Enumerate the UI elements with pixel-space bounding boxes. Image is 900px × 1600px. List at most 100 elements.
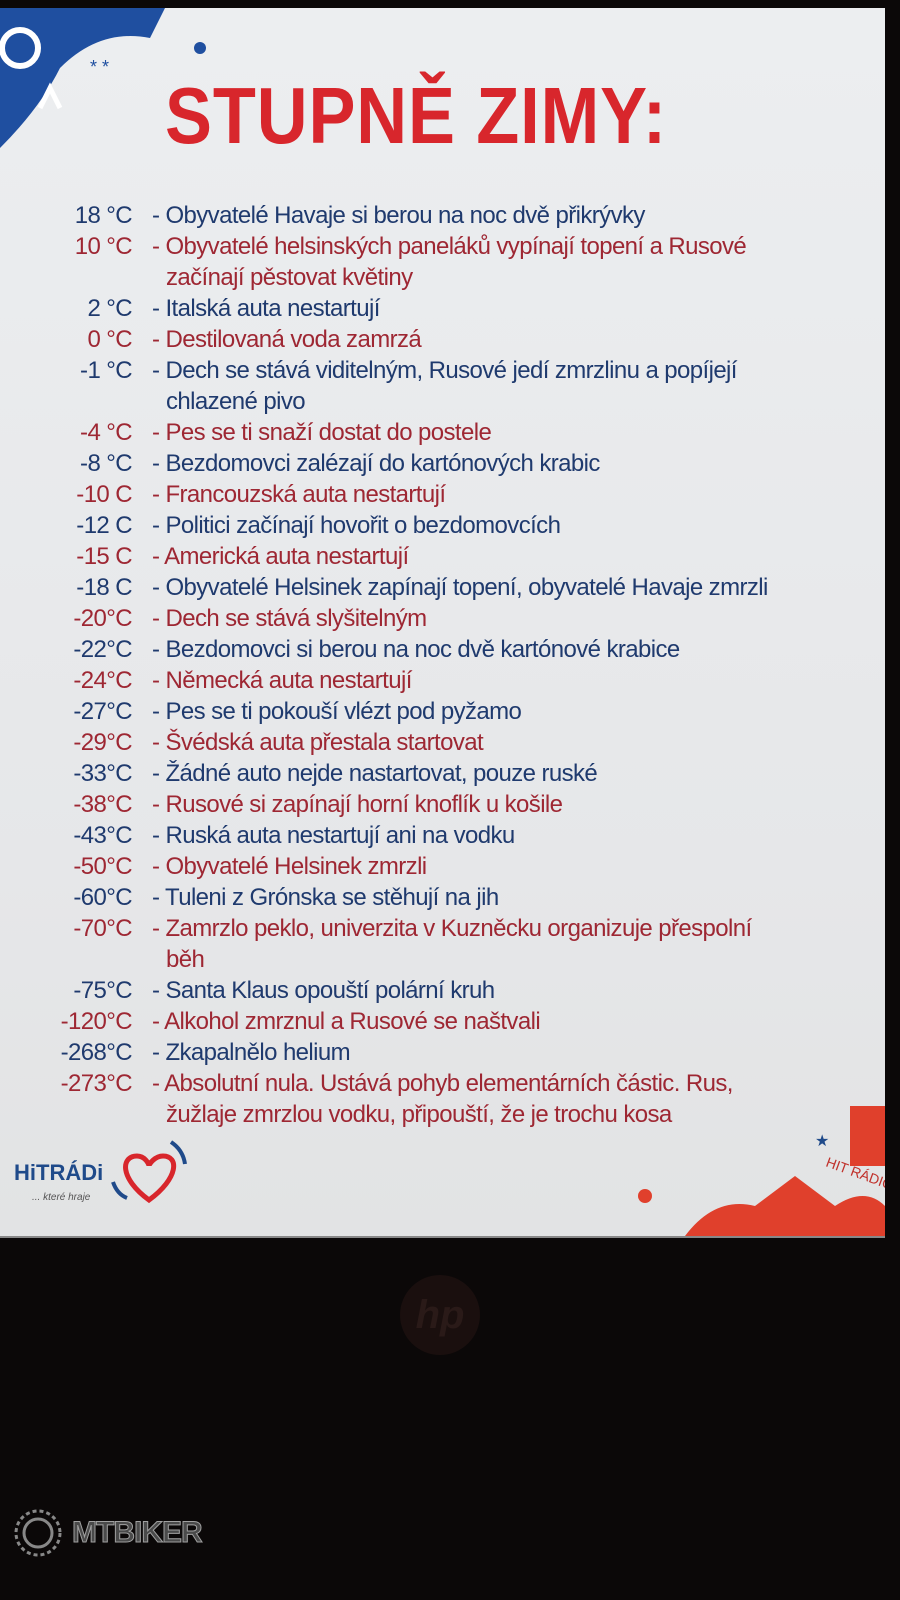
list-item: -29°C - Švédská auta přestala startovat	[20, 727, 880, 758]
description: - Destilovaná voda zamrzá	[152, 324, 422, 355]
list-item: -70°C - Zamrzlo peklo, univerzita v Kuzně…	[20, 913, 880, 975]
description: - Bezdomovci zalézají do kartónových kra…	[152, 448, 600, 479]
list-item: -8 °C - Bezdomovci zalézají do kartónovýc…	[20, 448, 880, 479]
description: - Švédská auta přestala startovat	[152, 727, 484, 758]
temperature: -70°C	[73, 915, 132, 942]
description-line: - Německá auta nestartují	[152, 667, 412, 694]
description: - Zamrzlo peklo, univerzita v Kuzněcku o…	[152, 913, 752, 975]
description-line: - Obyvatelé Helsinek zapínají topení, ob…	[152, 574, 768, 601]
list-item: -18 C - Obyvatelé Helsinek zapínají topen…	[20, 572, 880, 603]
temperature-list: 18 °C - Obyvatelé Havaje si berou na noc …	[20, 200, 880, 1130]
list-item: -268°C - Zkapalnělo helium	[20, 1037, 880, 1068]
temperature: -50°C	[73, 853, 132, 880]
list-item: 10 °C - Obyvatelé helsinských paneláků vy…	[20, 231, 880, 293]
temperature: -20°C	[73, 605, 132, 632]
hitradi-logo: HiTRÁDi ... které hraje	[14, 1140, 187, 1218]
temperature: 10 °C	[74, 233, 133, 260]
temperature: -29°C	[73, 729, 132, 756]
temperature: -18 C	[76, 574, 132, 601]
description-line: - Dech se stává viditelným, Rusové jedí …	[152, 357, 737, 384]
description-line: - Francouzská auta nestartují	[152, 481, 446, 508]
list-item: -15 C - Americká auta nestartují	[20, 541, 880, 572]
description: - Obyvatelé helsinských paneláků vypínaj…	[152, 231, 747, 293]
description: - Obyvatelé Helsinek zmrzli	[152, 851, 427, 882]
temperature: -22°C	[73, 636, 132, 663]
temperature: -12 C	[76, 512, 132, 539]
temperature: -4 °C	[80, 419, 133, 446]
description-line: - Obyvatelé Helsinek zmrzli	[152, 853, 427, 880]
list-item: -43°C - Ruská auta nestartují ani na vodk…	[20, 820, 880, 851]
description: - Santa Klaus opouští polární kruh	[152, 975, 495, 1006]
description-line: žužlaje zmrzlou vodku, připouští, že je …	[166, 1101, 672, 1128]
description: - Ruská auta nestartují ani na vodku	[152, 820, 515, 851]
list-item: -120°C - Alkohol zmrznul a Rusové se našt…	[20, 1006, 880, 1037]
temperature: -10 C	[76, 481, 132, 508]
description-line: - Destilovaná voda zamrzá	[152, 326, 422, 353]
mtbiker-watermark: MTBIKER	[10, 1505, 204, 1561]
temperature: 2 °C	[87, 295, 132, 322]
temperature: -268°C	[60, 1039, 133, 1066]
description-line: - Politici začínají hovořit o bezdomovcí…	[152, 512, 561, 539]
description: - Dech se stává viditelným, Rusové jedí …	[152, 355, 737, 417]
description: - Alkohol zmrznul a Rusové se naštvali	[152, 1006, 541, 1037]
description: - Obyvatelé Havaje si berou na noc dvě p…	[152, 200, 645, 231]
description-line: - Bezdomovci si berou na noc dvě kartóno…	[152, 636, 680, 663]
list-item: -4 °C - Pes se ti snaží dostat do postele	[20, 417, 880, 448]
description: - Obyvatelé Helsinek zapínají topení, ob…	[152, 572, 768, 603]
description-line: začínají pěstovat květiny	[166, 264, 413, 291]
temperature: -273°C	[60, 1070, 133, 1097]
list-item: 18 °C - Obyvatelé Havaje si berou na noc …	[20, 200, 880, 231]
description-line: - Žádné auto nejde nastartovat, pouze ru…	[152, 760, 598, 787]
description: - Pes se ti snaží dostat do postele	[152, 417, 492, 448]
list-item: -75°C - Santa Klaus opouští polární kruh	[20, 975, 880, 1006]
description-line: - Santa Klaus opouští polární kruh	[152, 977, 495, 1004]
description: - Bezdomovci si berou na noc dvě kartóno…	[152, 634, 680, 665]
list-item: 0 °C - Destilovaná voda zamrzá	[20, 324, 880, 355]
watermark-text: MTBIKER	[72, 1516, 204, 1550]
description: - Francouzská auta nestartují	[152, 479, 446, 510]
temperature: -60°C	[73, 884, 132, 911]
description-line: - Italská auta nestartují	[152, 295, 380, 322]
description-line: - Rusové si zapínají horní knoflík u koš…	[152, 791, 563, 818]
description-line: - Pes se ti snaží dostat do postele	[152, 419, 492, 446]
description: - Americká auta nestartují	[152, 541, 409, 572]
description-line: - Obyvatelé helsinských paneláků vypínaj…	[152, 233, 747, 260]
description: - Rusové si zapínají horní knoflík u koš…	[152, 789, 563, 820]
logo-tagline: ... které hraje	[32, 1192, 91, 1203]
description: - Italská auta nestartují	[152, 293, 380, 324]
list-item: -12 C - Politici začínají hovořit o bezdo…	[20, 510, 880, 541]
list-item: -38°C - Rusové si zapínají horní knoflík …	[20, 789, 880, 820]
temperature: -38°C	[73, 791, 132, 818]
gear-icon	[14, 1509, 62, 1557]
temperature: -120°C	[60, 1008, 133, 1035]
description: - Pes se ti pokouší vlézt pod pyžamo	[152, 696, 522, 727]
description-line: - Pes se ti pokouší vlézt pod pyžamo	[152, 698, 522, 725]
temperature: 0 °C	[87, 326, 132, 353]
winter-decoration: * *	[0, 8, 206, 148]
description-line: - Absolutní nula. Ustává pohyb elementár…	[152, 1070, 733, 1097]
list-item: -33°C - Žádné auto nejde nastartovat, pou…	[20, 758, 880, 789]
temperature: -43°C	[73, 822, 132, 849]
page-title: STUPNĚ ZIMY:	[165, 71, 668, 160]
monitor-screen: * * STUPNĚ ZIMY: 18 °C - Obyvatelé Havaje…	[0, 8, 885, 1236]
description-line: - Ruská auta nestartují ani na vodku	[152, 822, 515, 849]
temperature: -1 °C	[80, 357, 133, 384]
list-item: -22°C - Bezdomovci si berou na noc dvě ka…	[20, 634, 880, 665]
description-line: - Bezdomovci zalézají do kartónových kra…	[152, 450, 600, 477]
description: - Absolutní nula. Ustává pohyb elementár…	[152, 1068, 733, 1130]
list-item: -50°C - Obyvatelé Helsinek zmrzli	[20, 851, 880, 882]
description-line: běh	[166, 946, 205, 973]
temperature: -15 C	[76, 543, 132, 570]
list-item: -60°C - Tuleni z Grónska se stěhují na ji…	[20, 882, 880, 913]
list-item: -10 C - Francouzská auta nestartují	[20, 479, 880, 510]
list-item: -1 °C - Dech se stává viditelným, Rusové …	[20, 355, 880, 417]
description: - Německá auta nestartují	[152, 665, 412, 696]
description-line: - Zamrzlo peklo, univerzita v Kuzněcku o…	[152, 915, 752, 942]
list-item: -273°C - Absolutní nula. Ustává pohyb ele…	[20, 1068, 880, 1130]
description-line: - Tuleni z Grónska se stěhují na jih	[152, 884, 499, 911]
list-item: -24°C - Německá auta nestartují	[20, 665, 880, 696]
temperature: -24°C	[73, 667, 132, 694]
temperature: -27°C	[73, 698, 132, 725]
temperature: 18 °C	[74, 202, 133, 229]
description: - Zkapalnělo helium	[152, 1037, 351, 1068]
